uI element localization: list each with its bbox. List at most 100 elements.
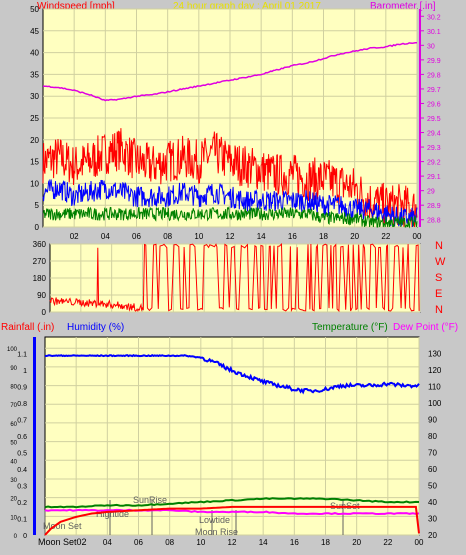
temperature-tick-label: 50 xyxy=(428,482,437,491)
humidity-tick-label: 50 xyxy=(10,441,17,447)
hour-tick-label: 00 xyxy=(415,538,424,547)
barometer-tick-label: 28.9 xyxy=(427,203,441,210)
rainfall-series xyxy=(44,505,420,536)
temperature-tick-label: 30 xyxy=(428,515,437,524)
hour-tick-label: 16 xyxy=(288,232,297,241)
barometer-tick-label: 29.8 xyxy=(427,72,441,79)
barometer-tick-label: 30.1 xyxy=(427,29,441,36)
hour-tick-label: 10 xyxy=(196,538,205,547)
hour-tick-label: 06 xyxy=(132,232,141,241)
windspeed-tick-label: 40 xyxy=(30,49,39,58)
temperature-tick-label: 20 xyxy=(428,531,437,540)
direction-tick-label: 90 xyxy=(37,291,46,300)
temperature-tick-label: 60 xyxy=(428,465,437,474)
temperature-axis-label: Temperature (°F) xyxy=(312,322,388,333)
barometer-tick-label: 29.4 xyxy=(427,131,441,138)
humidity-tick-label: 80 xyxy=(10,385,17,391)
wind-panel-series xyxy=(42,41,418,229)
direction-label-n-top: N xyxy=(435,240,443,252)
rainfall-tick-label: 0.2 xyxy=(17,500,27,507)
humidity-tick-label: 0 xyxy=(14,534,18,540)
barometer-tick-label: 29 xyxy=(427,189,435,196)
hour-tick-label: 00 xyxy=(413,232,422,241)
barometer-tick-label: 30 xyxy=(427,43,435,50)
hour-tick-label: 04 xyxy=(101,232,110,241)
hour-tick-label: 12 xyxy=(228,538,237,547)
temperature-tick-label: 130 xyxy=(428,350,442,359)
wind-direction-series xyxy=(49,242,420,313)
direction-tick-label: 0 xyxy=(42,308,47,317)
wind-low-series xyxy=(42,206,418,229)
direction-tick-label: 180 xyxy=(33,274,47,283)
rainfall-tick-label: 0.4 xyxy=(17,467,27,474)
wind-direction-axes: 0 90 180 270 360 xyxy=(33,240,47,317)
temperature-tick-label: 100 xyxy=(428,399,442,408)
hour-tick-label: 18 xyxy=(321,538,330,547)
windspeed-tick-label: 30 xyxy=(30,92,39,101)
windspeed-tick-label: 0 xyxy=(35,223,40,232)
hour-tick-label: 10 xyxy=(194,232,203,241)
rainfall-tick-label: 1.1 xyxy=(17,352,27,359)
chart-title: 24 hour graph day : April 01 2017 xyxy=(173,1,321,12)
windspeed-tick-label: 15 xyxy=(30,158,39,167)
humidity-tick-label: 20 xyxy=(10,497,17,503)
windspeed-tick-label: 35 xyxy=(30,70,39,79)
humidity-tick-label: 30 xyxy=(10,478,17,484)
humidity-tick-label: 40 xyxy=(10,459,17,465)
hour-tick-label: 20 xyxy=(350,232,359,241)
barometer-tick-label: 30.2 xyxy=(427,14,441,21)
moon-rise-label: Moon Rise xyxy=(195,527,238,537)
hour-tick-label: 16 xyxy=(290,538,299,547)
hour-tick-label: 20 xyxy=(352,538,361,547)
hour-tick-label: 12 xyxy=(226,232,235,241)
rainfall-axis-label: Rainfall (.in) xyxy=(1,322,54,333)
direction-label-e: E xyxy=(435,288,442,300)
rainfall-tick-label: 0 xyxy=(23,533,27,540)
hightide-label: Hightide xyxy=(96,509,129,519)
temperature-tick-label: 110 xyxy=(428,383,441,392)
direction-label-n-bottom: N xyxy=(435,304,443,316)
rainfall-tick-label: 0.5 xyxy=(17,451,27,458)
barometer-tick-label: 29.2 xyxy=(427,160,441,167)
rainfall-tick-label: 0.9 xyxy=(17,385,27,392)
barometer-tick-label: 29.1 xyxy=(427,174,441,181)
temperature-series xyxy=(44,497,420,509)
direction-tick-label: 360 xyxy=(33,240,47,249)
barometer-tick-label: 29.5 xyxy=(427,116,441,123)
barometer-tick-label: 28.8 xyxy=(427,218,441,225)
hour-tick-label: 18 xyxy=(319,232,328,241)
barometer-tick-label: 29.6 xyxy=(427,101,441,108)
climate-panel-grid xyxy=(45,337,420,536)
direction-label-w: W xyxy=(435,256,446,268)
temperature-tick-label: 70 xyxy=(428,449,437,458)
rainfall-tick-label: 0.3 xyxy=(17,484,27,491)
humidity-tick-label: 70 xyxy=(10,403,17,409)
windspeed-axis-label: Windspeed [mph] xyxy=(37,1,115,12)
hour-tick-label: 22 xyxy=(381,232,390,241)
windspeed-tick-label: 25 xyxy=(30,114,39,123)
barometer-tick-label: 29.7 xyxy=(427,87,441,94)
humidity-tick-label: 60 xyxy=(10,422,17,428)
rainfall-tick-label: 1 xyxy=(23,368,27,375)
wind-direction-series xyxy=(49,242,420,313)
wind-panel-grid xyxy=(43,8,418,228)
dew-point-axis-label: Dew Point (°F) xyxy=(393,322,458,333)
barometer-series xyxy=(42,41,417,102)
barometer-tick-label: 29.9 xyxy=(427,58,441,65)
hour-tick-label: 06 xyxy=(134,538,143,547)
sunrise-label: SunRise xyxy=(133,495,167,505)
windspeed-tick-label: 45 xyxy=(30,27,39,36)
hour-tick-label: 04 xyxy=(103,538,112,547)
hour-tick-label: 14 xyxy=(259,538,268,547)
temperature-tick-label: 90 xyxy=(428,416,437,425)
wind-gust-series xyxy=(42,128,418,228)
hour-tick-label: 08 xyxy=(163,232,172,241)
windspeed-tick-label: 5 xyxy=(35,201,40,210)
dew-point-series xyxy=(44,508,420,516)
humidity-tick-label: 10 xyxy=(10,515,17,521)
lowtide-label: Lowtide xyxy=(199,515,230,525)
humidity-axis-label: Humidity (%) xyxy=(67,322,124,333)
wind-average-series xyxy=(42,178,418,228)
